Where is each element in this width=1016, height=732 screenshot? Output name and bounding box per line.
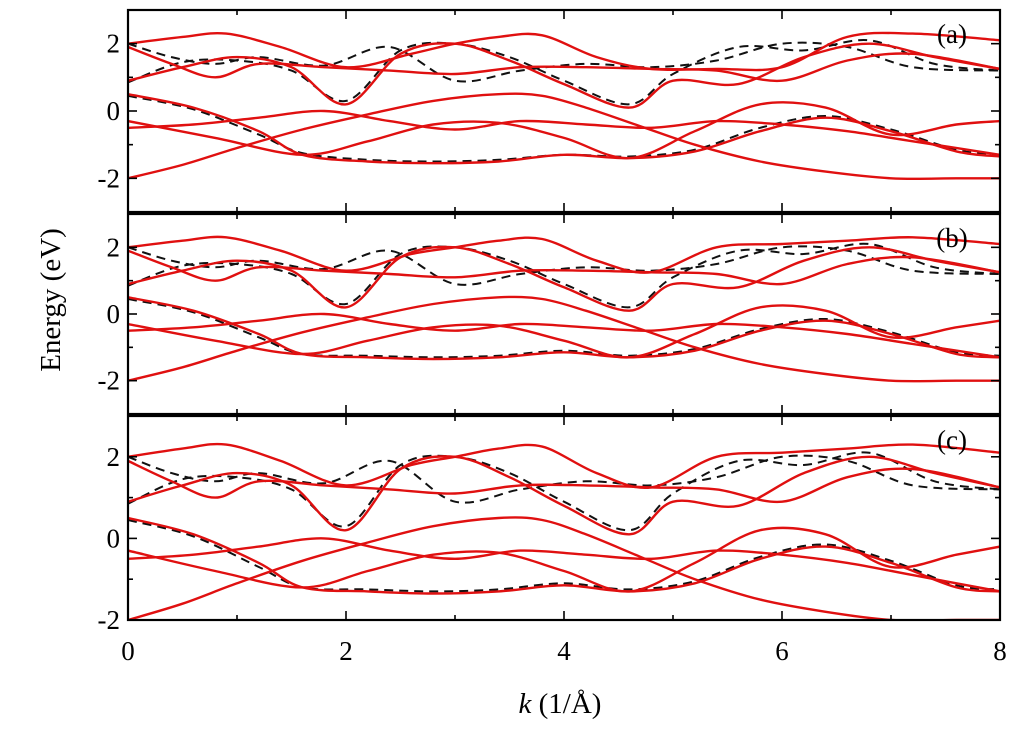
red-band-line-7 xyxy=(128,312,1000,359)
y-tick-label: 0 xyxy=(107,299,121,329)
dashed-band-line-3 xyxy=(128,245,1000,286)
x-tick-label: 4 xyxy=(557,636,571,666)
red-band-line-10 xyxy=(128,249,1000,286)
dashed-band-line-1 xyxy=(128,94,1000,163)
dashed-band-line-1 xyxy=(128,298,1000,359)
dashed-band-line-1 xyxy=(128,519,1000,593)
panel-label: (a) xyxy=(937,19,967,49)
panel-label: (c) xyxy=(937,425,967,455)
panel-1: -2 0 2 (a) xyxy=(98,8,1002,214)
curves xyxy=(128,442,1000,620)
y-tick-label: -2 xyxy=(98,605,121,635)
red-band-line-8 xyxy=(128,455,1000,536)
x-tick-label: 6 xyxy=(775,636,789,666)
curves xyxy=(128,31,1000,181)
panel-3: -202(c)0 2 4 6 8 xyxy=(98,414,1007,666)
red-band-line-10 xyxy=(128,45,1000,83)
red-band-line-10 xyxy=(128,459,1000,504)
y-tick-label: 0 xyxy=(107,96,121,126)
red-band-line-8 xyxy=(128,245,1000,312)
red-band-line-5 xyxy=(128,93,1000,165)
red-band-line-4 xyxy=(128,516,1000,620)
red-band-line-7 xyxy=(128,109,1000,156)
curves xyxy=(128,235,1000,383)
panel-2: -2 0 2 (b) xyxy=(98,212,1002,416)
y-tick-label: 2 xyxy=(107,29,121,59)
dashed-band-line-2 xyxy=(128,451,1000,532)
dashed-band-line-3 xyxy=(128,454,1000,504)
red-band-line-9 xyxy=(128,31,1000,72)
x-axis-title-unit: (1/Å) xyxy=(531,688,601,720)
red-band-line-6 xyxy=(128,526,1000,593)
red-band-line-6 xyxy=(128,101,1000,160)
x-tick-label: 2 xyxy=(339,636,353,666)
y-tick-label: -2 xyxy=(98,163,121,193)
y-tick-label: 2 xyxy=(107,232,121,262)
panels-group: -202 (a)-202 (b)-202(c)0 2 4 6 8 xyxy=(98,8,1007,666)
y-tick-label: 2 xyxy=(107,442,121,472)
red-band-line-6 xyxy=(128,304,1000,359)
red-band-line-5 xyxy=(128,296,1000,361)
x-tick-label: 8 xyxy=(993,636,1007,666)
x-axis-title-symbol: k xyxy=(519,688,533,720)
red-band-line-4 xyxy=(128,92,1000,181)
dashed-band-line-2 xyxy=(128,242,1000,309)
red-band-line-4 xyxy=(128,295,1000,383)
red-band-line-7 xyxy=(128,537,1000,593)
dashed-band-line-3 xyxy=(128,41,1000,83)
y-tick-label: -2 xyxy=(98,366,121,396)
dashed-band-line-2 xyxy=(128,39,1000,106)
red-band-line-9 xyxy=(128,235,1000,274)
red-band-line-5 xyxy=(128,516,1000,595)
panel-label: (b) xyxy=(936,223,967,253)
red-band-line-9 xyxy=(128,442,1000,490)
red-band-line-8 xyxy=(128,42,1000,109)
y-tick-label: 0 xyxy=(107,523,121,553)
y-axis-title: Energy (eV) xyxy=(35,228,67,372)
x-tick-label: 0 xyxy=(121,636,135,666)
x-axis-title: k (1/Å) xyxy=(519,688,602,720)
